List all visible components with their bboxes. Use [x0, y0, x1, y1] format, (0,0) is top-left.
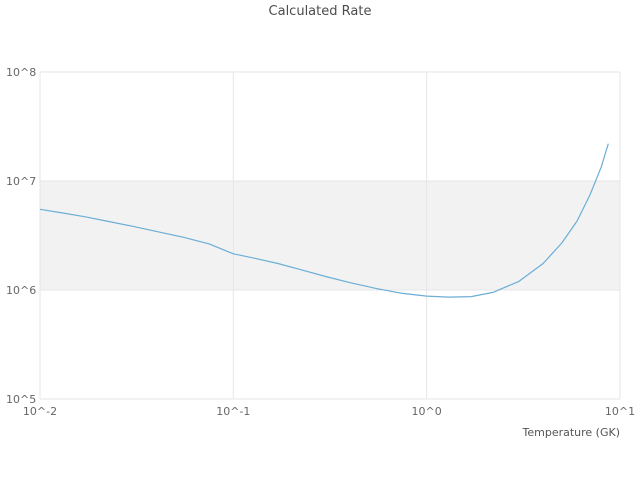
x-tick-label: 10^1	[605, 405, 635, 418]
rate-line	[39, 143, 609, 298]
x-tick-label: 10^0	[412, 405, 442, 418]
chart-title: Calculated Rate	[268, 4, 372, 19]
y-tick-label: 10^5	[6, 393, 36, 406]
x-axis-label: Temperature (GK)	[522, 426, 621, 439]
x-tick-label: 10^-1	[216, 405, 250, 418]
x-tick-label: 10^-2	[23, 405, 57, 418]
y-tick-label: 10^8	[6, 66, 36, 79]
y-tick-label: 10^6	[6, 284, 36, 297]
shaded-band	[40, 181, 620, 290]
y-tick-label: 10^7	[6, 175, 36, 188]
